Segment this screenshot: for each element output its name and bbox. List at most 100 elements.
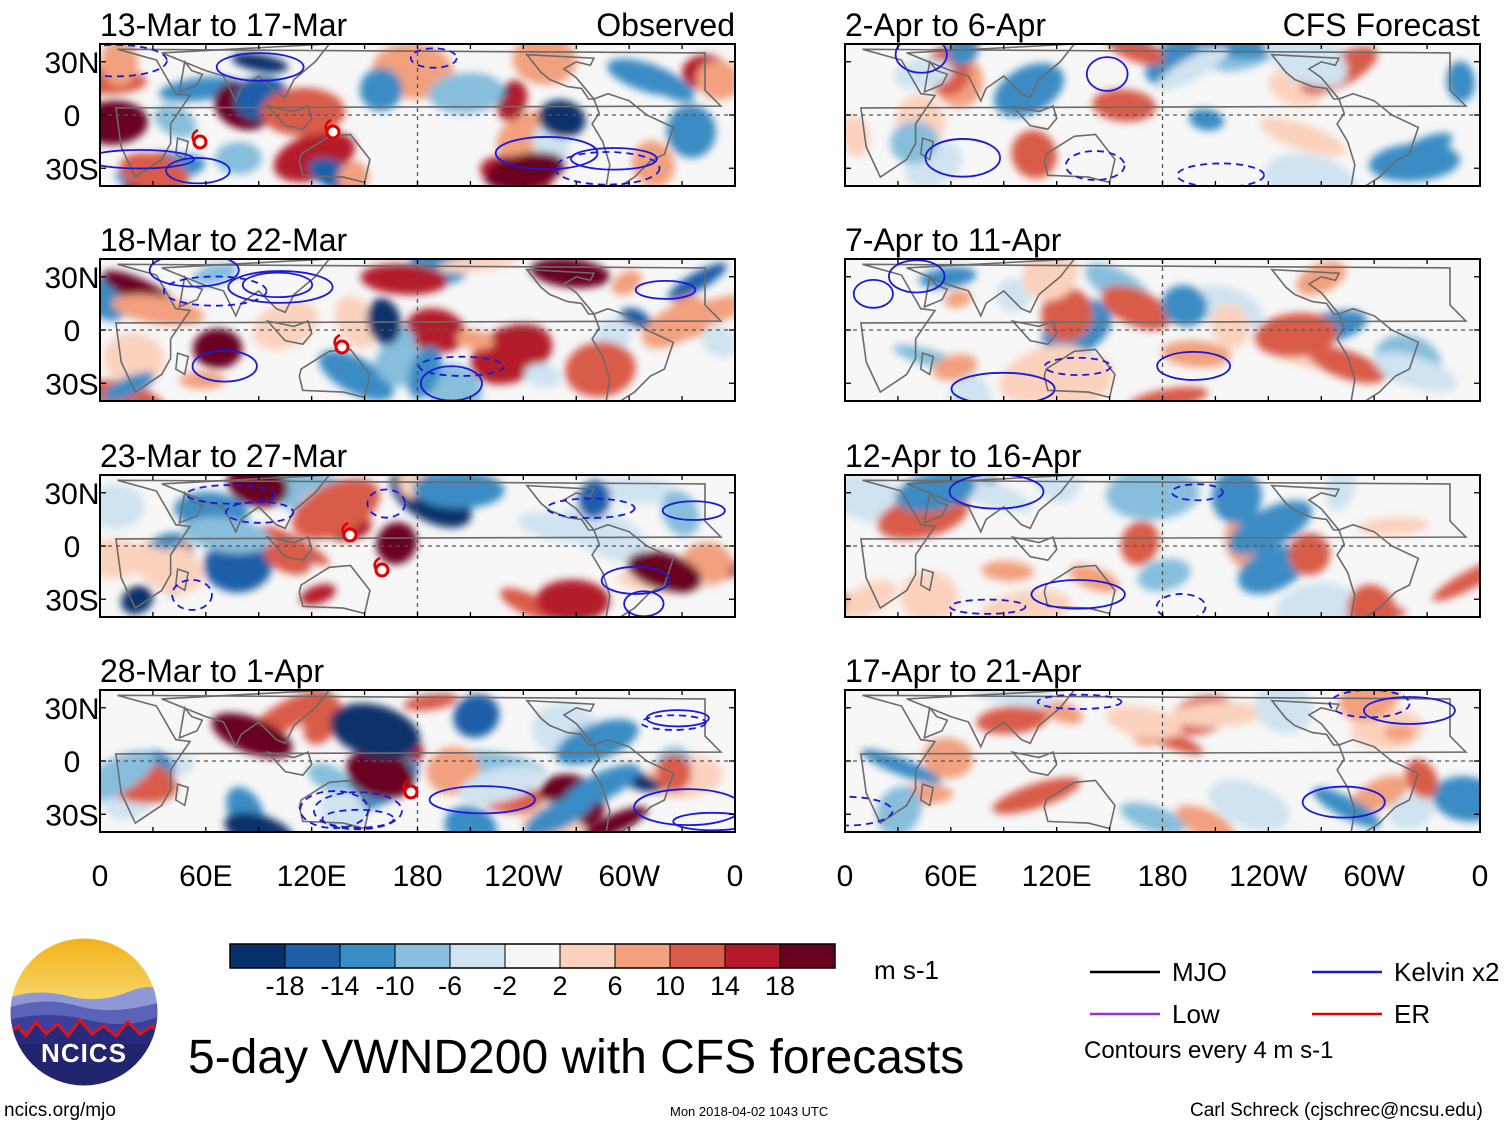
positive-anomaly bbox=[100, 538, 147, 579]
negative-anomaly bbox=[860, 749, 942, 785]
map-field bbox=[100, 259, 735, 401]
colorbar-swatch bbox=[284, 943, 341, 969]
negative-anomaly bbox=[182, 516, 271, 554]
coastline bbox=[265, 319, 313, 346]
map-field bbox=[845, 475, 1480, 617]
kelvin-contour bbox=[570, 147, 658, 171]
coastline bbox=[178, 705, 204, 740]
positive-anomaly bbox=[900, 571, 959, 617]
lat-label: 30N bbox=[44, 47, 99, 80]
legend-label: MJO bbox=[1172, 957, 1227, 987]
cyclone-marker bbox=[402, 778, 419, 800]
kelvin-contour bbox=[949, 598, 1027, 615]
legend-label: Kelvin x2 bbox=[1394, 957, 1500, 987]
negative-anomaly bbox=[154, 104, 197, 138]
kelvin-contour bbox=[191, 349, 258, 383]
negative-anomaly bbox=[702, 326, 735, 358]
cyclone-symbol bbox=[403, 784, 419, 800]
map-panel-left-1: 13-Mar to 17-Mar Observed 30N 0 30S bbox=[44, 7, 736, 187]
coastline bbox=[906, 475, 1076, 534]
lon-label: 120E bbox=[277, 860, 347, 893]
negative-anomaly bbox=[453, 694, 500, 738]
colorbar-tick-label: -18 bbox=[265, 971, 304, 1001]
coastlines bbox=[859, 44, 1468, 186]
negative-anomaly bbox=[428, 72, 505, 114]
kelvin-contour bbox=[894, 44, 948, 74]
positive-anomaly bbox=[1211, 303, 1250, 349]
positive-anomaly bbox=[100, 100, 149, 145]
coastline bbox=[161, 44, 331, 103]
map-field bbox=[845, 44, 1480, 186]
cyclone-arm bbox=[341, 521, 349, 536]
positive-anomaly bbox=[992, 777, 1081, 814]
negative-anomaly bbox=[444, 805, 498, 832]
positive-anomaly bbox=[944, 290, 973, 308]
kelvin-contour bbox=[672, 811, 735, 832]
kelvin-contours bbox=[148, 259, 697, 401]
kelvin-contours bbox=[948, 475, 1224, 617]
positive-anomaly bbox=[1106, 44, 1164, 65]
lat-label: 0 bbox=[64, 315, 81, 348]
footer-url[interactable]: ncics.org/mjo bbox=[4, 1100, 116, 1121]
cyclone-marker bbox=[341, 521, 358, 543]
kelvin-contour bbox=[1328, 690, 1411, 719]
kelvin-contour bbox=[418, 355, 505, 377]
kelvin-contour bbox=[888, 259, 946, 294]
figure-title: 5-day VWND200 with CFS forecasts bbox=[188, 1031, 965, 1084]
legend-label: ER bbox=[1394, 999, 1430, 1029]
cyclone-arm bbox=[333, 333, 341, 348]
positive-anomaly bbox=[564, 341, 636, 398]
negative-anomaly bbox=[524, 793, 595, 832]
coastline bbox=[591, 307, 675, 401]
negative-anomaly bbox=[996, 278, 1031, 313]
positive-anomaly bbox=[1383, 724, 1415, 742]
coastline bbox=[906, 44, 1076, 103]
negative-anomaly bbox=[1188, 108, 1224, 131]
positive-anomaly bbox=[227, 475, 289, 508]
coastline bbox=[174, 568, 190, 592]
coastline bbox=[906, 259, 1076, 318]
colorbar-swatch bbox=[614, 943, 671, 969]
colorbar-tick-label: -2 bbox=[493, 971, 517, 1001]
negative-anomaly bbox=[192, 263, 238, 285]
kelvin-contour bbox=[546, 497, 636, 519]
positive-anomaly bbox=[500, 588, 557, 617]
negative-anomaly bbox=[100, 484, 144, 529]
coastline bbox=[1270, 53, 1341, 100]
kelvin-contour bbox=[1036, 693, 1123, 710]
positive-anomaly bbox=[300, 584, 336, 606]
coastline bbox=[923, 490, 949, 525]
lon-label: 120E bbox=[1022, 860, 1092, 893]
colorbar-units: m s-1 bbox=[874, 955, 939, 985]
lat-label: 30N bbox=[44, 693, 99, 726]
negative-anomaly bbox=[1145, 44, 1231, 86]
kelvin-contour bbox=[171, 578, 213, 611]
negative-anomaly bbox=[307, 763, 349, 793]
kelvin-contour bbox=[1156, 350, 1231, 381]
coastline bbox=[859, 48, 1468, 179]
negative-anomaly bbox=[1228, 500, 1313, 555]
coastline bbox=[114, 479, 723, 610]
colorbar-swatch bbox=[339, 943, 396, 969]
panel-period-label: 18-Mar to 22-Mar bbox=[100, 222, 348, 258]
lon-label: 60W bbox=[1343, 860, 1405, 893]
colorbar-tick-label: 14 bbox=[710, 971, 740, 1001]
negative-anomaly bbox=[1374, 351, 1458, 392]
kelvin-contour bbox=[554, 151, 661, 186]
wind-anomaly-shading bbox=[860, 690, 1480, 832]
coastline bbox=[859, 263, 1468, 394]
coastline bbox=[591, 523, 675, 617]
colorbar-tick-label: 2 bbox=[552, 971, 567, 1001]
positive-anomaly bbox=[535, 579, 610, 617]
coastlines bbox=[859, 475, 1468, 617]
colorbar-tick-label: 6 bbox=[607, 971, 622, 1001]
coastline bbox=[906, 690, 1076, 749]
negative-anomaly bbox=[561, 505, 649, 562]
panel-type-tag: Observed bbox=[596, 7, 735, 43]
cyclone-marker bbox=[373, 556, 390, 578]
positive-anomaly bbox=[1296, 261, 1347, 296]
negative-anomaly bbox=[1120, 802, 1186, 832]
negative-anomaly bbox=[1208, 779, 1290, 831]
lon-label: 60E bbox=[179, 860, 232, 893]
